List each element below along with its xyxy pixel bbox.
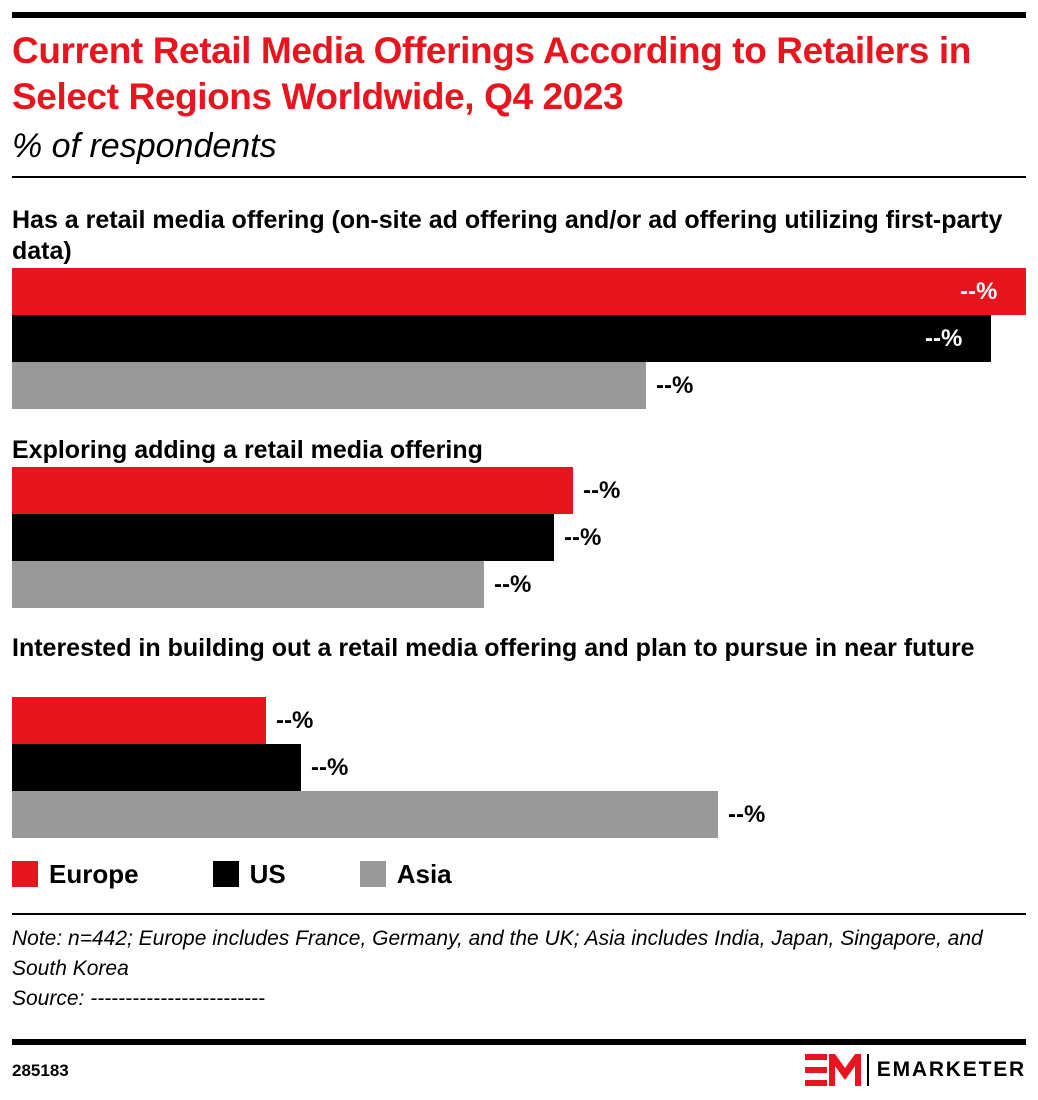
brand-logo: EMARKETER (804, 1052, 1026, 1088)
brand-separator (866, 1054, 869, 1086)
chart-title: Current Retail Media Offerings According… (12, 30, 971, 117)
legend-swatch-asia (359, 861, 386, 887)
bar-asia (12, 362, 646, 409)
category-label-exploring: Exploring adding a retail media offering (12, 436, 483, 464)
legend: Europe US Asia (12, 857, 526, 891)
legend-swatch-us (212, 861, 239, 887)
bar-chart: Has a retail media offering (on-site ad … (12, 206, 1026, 838)
source-text: Source: ------------------------- (12, 987, 266, 1010)
chart-note: Note: n=442; Europe includes France, Ger… (12, 924, 1012, 1014)
top-rule (12, 12, 1026, 18)
legend-swatch-europe (12, 861, 38, 887)
bar-us (12, 315, 991, 362)
legend-label-us: US (249, 858, 286, 889)
data-label-asia: --% (656, 372, 694, 399)
data-label-europe: --% (960, 278, 998, 305)
data-label-europe: --% (583, 477, 621, 504)
logo-bar (804, 1080, 827, 1086)
note-rule (12, 913, 1026, 915)
data-label-us: --% (925, 325, 963, 352)
bar-europe (12, 697, 266, 744)
note-text: Note: n=442; Europe includes France, Ger… (12, 927, 983, 980)
em-logo-icon (804, 1054, 861, 1086)
header-rule (12, 176, 1026, 178)
data-label-us: --% (564, 524, 602, 551)
category-label-interested: Interested in building out a retail medi… (12, 634, 975, 662)
logo-m (828, 1054, 861, 1086)
bar-europe (12, 467, 573, 514)
legend-item-us: US (212, 858, 286, 890)
footer-rule (12, 1039, 1026, 1045)
legend-label-asia: Asia (396, 858, 452, 889)
bar-asia (12, 791, 718, 838)
data-label-us: --% (311, 754, 349, 781)
bar-us (12, 744, 301, 791)
legend-item-europe: Europe (12, 859, 139, 890)
data-label-asia: --% (494, 571, 532, 598)
chart-id: 285183 (12, 1061, 69, 1080)
logo-bar (804, 1067, 827, 1073)
bar-asia (12, 561, 484, 608)
chart-subtitle: % of respondents (12, 127, 277, 165)
brand-name: EMARKETER (876, 1058, 1026, 1081)
category-label-has-offering: Has a retail media offering (on-site ad … (12, 206, 1003, 265)
legend-item-asia: Asia (359, 858, 452, 890)
bar-us (12, 514, 554, 561)
data-label-asia: --% (728, 801, 766, 828)
logo-bar (804, 1054, 827, 1060)
legend-label-europe: Europe (49, 858, 139, 889)
data-label-europe: --% (276, 707, 314, 734)
bar-europe (12, 268, 1026, 315)
